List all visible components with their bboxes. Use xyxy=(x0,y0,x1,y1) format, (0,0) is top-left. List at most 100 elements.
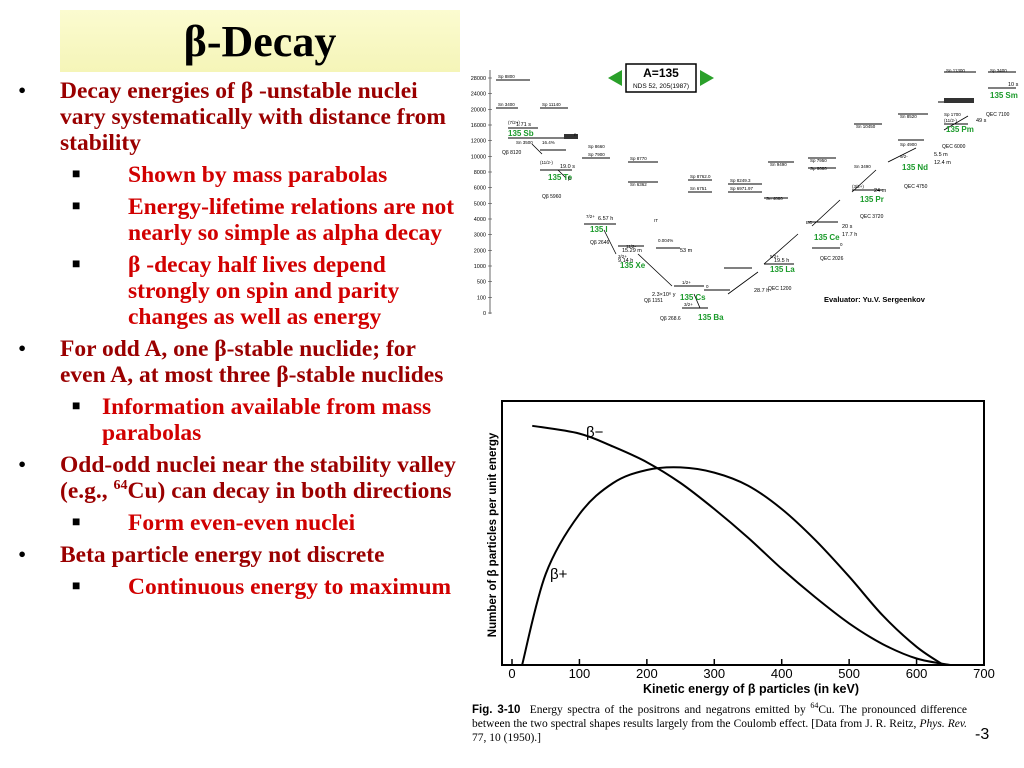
bullet-dot-icon: • xyxy=(18,336,27,362)
svg-text:Sp 8800: Sp 8800 xyxy=(498,74,515,79)
caption-superscript: 64 xyxy=(810,701,819,711)
svg-text:6.57 h: 6.57 h xyxy=(598,216,613,222)
nds-reference: NDS 52, 205(1987) xyxy=(633,83,689,90)
mass-label-box xyxy=(625,63,697,93)
x-tick-label: 0 xyxy=(508,666,515,681)
svg-text:1/2+: 1/2+ xyxy=(682,280,691,285)
svg-text:Sn 3400: Sn 3400 xyxy=(498,102,515,107)
decay-y-tick-label: 8000 xyxy=(474,170,486,176)
plot-frame xyxy=(501,400,985,666)
nuclide-te: 135 Te xyxy=(548,173,573,182)
bullet-text: Energy-lifetime relations are not nearly… xyxy=(128,194,455,246)
bullet-text: Continuous energy to maximum xyxy=(128,574,452,600)
svg-text:17.7 h: 17.7 h xyxy=(842,232,857,238)
svg-text:IT: IT xyxy=(654,218,658,223)
square-bullet-icon: ■ xyxy=(72,399,81,414)
x-axis: 0 100 200 300 400 500 600 700 xyxy=(508,659,995,681)
nuclide-sb: 135 Sb xyxy=(508,129,534,138)
nuclide-la: 135 La xyxy=(770,265,795,274)
title-bar: β-Decay xyxy=(60,10,460,72)
svg-text:9/2-: 9/2- xyxy=(900,154,908,159)
bullet-3: • Odd-odd nuclei near the stability valle… xyxy=(14,452,466,504)
svg-text:EC: EC xyxy=(806,220,813,225)
nuclide-cs: 135 Cs xyxy=(680,293,706,302)
decay-y-tick-label: 6000 xyxy=(474,186,486,192)
decay-y-tick-label: 28000 xyxy=(471,76,486,82)
svg-text:QEC 4750: QEC 4750 xyxy=(904,184,928,190)
bullet-dot-icon: • xyxy=(18,452,27,478)
caption-fig-number: Fig. 3-10 xyxy=(472,704,521,716)
slide-title: β-Decay xyxy=(183,17,337,66)
decay-y-tick-label: 16000 xyxy=(471,123,486,129)
svg-text:10 s: 10 s xyxy=(1008,82,1019,88)
bullet-text: Cu) can decay in both directions xyxy=(127,478,452,504)
svg-text:15.29 m: 15.29 m xyxy=(622,248,642,254)
svg-text:9.14 h: 9.14 h xyxy=(618,258,633,264)
sub-bullet-2-1: ■ Information available from mass parabol… xyxy=(14,394,466,446)
decay-y-tick-label: 2000 xyxy=(474,248,486,254)
left-arrow-icon xyxy=(608,70,622,86)
svg-text:0: 0 xyxy=(706,284,709,289)
svg-text:Sn 4880: Sn 4880 xyxy=(766,196,783,201)
square-bullet-icon: ■ xyxy=(72,167,81,182)
svg-text:Sn 11300: Sn 11300 xyxy=(946,68,965,73)
svg-text:Qβ 2646: Qβ 2646 xyxy=(590,240,609,246)
bullet-text: Shown by mass parabolas xyxy=(128,162,388,188)
bullet-list: • Decay energies of β -unstable nuclei va… xyxy=(14,78,466,606)
nuclide-pr: 135 Pr xyxy=(860,195,884,204)
svg-text:2.3×10⁶ y: 2.3×10⁶ y xyxy=(652,291,676,298)
square-bullet-icon: ■ xyxy=(72,257,81,272)
svg-text:3/2+: 3/2+ xyxy=(618,254,627,259)
svg-text:Qβ 5960: Qβ 5960 xyxy=(542,194,561,200)
svg-text:Sp 8249.3: Sp 8249.3 xyxy=(730,178,751,183)
svg-text:Qβ 8120: Qβ 8120 xyxy=(502,150,521,156)
x-tick-label: 200 xyxy=(636,666,658,681)
x-tick-label: 300 xyxy=(703,666,725,681)
square-bullet-icon: ■ xyxy=(72,515,81,530)
svg-text:QEC 7100: QEC 7100 xyxy=(986,112,1010,118)
svg-text:Sn 3500: Sn 3500 xyxy=(516,140,533,145)
bullet-text: Information available from mass parabola… xyxy=(102,394,432,446)
svg-text:Sp 3400: Sp 3400 xyxy=(990,68,1007,73)
series-line-beta-plus xyxy=(521,466,945,666)
decay-y-tick-label: 4000 xyxy=(474,217,486,223)
caption-text: Energy spectra of the positrons and nega… xyxy=(529,704,811,716)
caption-journal: Phys. Rev. xyxy=(919,718,967,730)
svg-text:24 m: 24 m xyxy=(874,188,887,194)
svg-text:Sp 4900: Sp 4900 xyxy=(900,142,917,147)
x-tick-label: 700 xyxy=(973,666,995,681)
bullet-text: β -decay half lives depend strongly on s… xyxy=(128,252,400,330)
svg-text:(3/2+): (3/2+) xyxy=(852,184,864,189)
decay-y-tick-label: 20000 xyxy=(471,107,486,113)
svg-text:28.7 h: 28.7 h xyxy=(754,288,769,294)
sub-bullet-3-1: ■ Form even-even nuclei xyxy=(14,510,466,536)
bullet-text: Odd-odd nuclei near the stability valley… xyxy=(60,452,456,504)
decay-y-tick-label: 1000 xyxy=(474,264,486,270)
svg-text:QEC 3720: QEC 3720 xyxy=(860,214,884,220)
figure-caption: Fig. 3-10 Energy spectra of the positron… xyxy=(472,701,968,745)
svg-text:Sp 8762.0: Sp 8762.0 xyxy=(690,174,711,179)
decay-y-axis: 2800024000200001600012000100008000600050… xyxy=(471,76,492,317)
svg-text:n: n xyxy=(574,132,577,137)
x-axis-label: Kinetic energy of β particles (in keV) xyxy=(643,682,859,696)
x-tick-label: 600 xyxy=(906,666,928,681)
svg-text:Sp 7950: Sp 7950 xyxy=(810,158,827,163)
series-line-beta-minus xyxy=(532,424,951,666)
page-number: -3 xyxy=(975,726,990,743)
svg-text:5/2+: 5/2+ xyxy=(770,254,779,259)
nuclide-xe: 135 Xe xyxy=(620,261,646,270)
bullet-dot-icon: • xyxy=(18,542,27,568)
svg-text:Sp 6680: Sp 6680 xyxy=(810,166,827,171)
decay-scheme-figure: 2800024000200001600012000100008000600050… xyxy=(471,63,1019,322)
nuclide-pm: 135 Pm xyxy=(946,125,974,134)
bullet-text: Form even-even nuclei xyxy=(128,510,356,536)
svg-text:β-: β- xyxy=(568,176,573,181)
mass-label: A=135 xyxy=(643,66,679,80)
caption-text: Cu. The pronounced difference between th… xyxy=(472,704,968,730)
svg-text:1.71 s: 1.71 s xyxy=(516,122,531,128)
bullet-2: • For odd A, one β-stable nuclide; for ev… xyxy=(14,336,466,388)
svg-text:12.4 m: 12.4 m xyxy=(934,160,951,166)
bullet-dot-icon: • xyxy=(18,78,27,104)
decay-y-tick-label: 500 xyxy=(477,280,486,286)
decay-y-tick-label: 100 xyxy=(477,295,486,301)
